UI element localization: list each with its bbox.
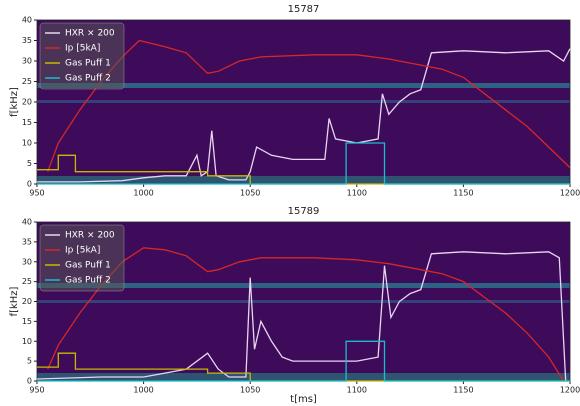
series-line — [37, 340, 570, 382]
legend-label: HXR × 200 — [65, 29, 115, 39]
series-line — [36, 251, 567, 382]
spectral-band — [37, 176, 570, 184]
y-tick-label: 0 — [27, 180, 32, 189]
x-tick-label: 1200 — [560, 189, 580, 198]
legend-label: Gas Puff 1 — [65, 59, 111, 69]
x-tick-label: 1200 — [560, 386, 580, 395]
chart-title: 15789 — [288, 206, 320, 217]
y-tick-label: 20 — [22, 98, 32, 107]
series-line — [37, 48, 571, 183]
series-line — [37, 154, 570, 185]
spectral-band — [37, 373, 570, 381]
legend-label: Gas Puff 1 — [65, 261, 111, 271]
y-tick-label: 30 — [22, 57, 32, 66]
x-tick-label: 1000 — [133, 189, 153, 198]
legend-label: Ip [5kA] — [65, 44, 100, 54]
y-axis-label: f[kHz] — [9, 87, 20, 117]
x-tick-label: 1050 — [240, 189, 260, 198]
spectral-band — [37, 300, 570, 303]
y-tick-label: 40 — [22, 16, 32, 25]
y-tick-label: 25 — [22, 77, 32, 86]
y-tick-label: 0 — [27, 377, 32, 386]
spectral-band — [37, 83, 570, 88]
spectral-band — [37, 100, 570, 103]
y-tick-label: 10 — [22, 337, 32, 346]
y-tick-label: 40 — [22, 218, 32, 227]
y-tick-label: 30 — [22, 257, 32, 266]
legend-box — [39, 224, 125, 292]
y-axis-label: f[kHz] — [9, 286, 20, 316]
y-tick-label: 25 — [22, 277, 32, 286]
series-line — [37, 142, 570, 185]
y-tick-label: 35 — [22, 36, 32, 45]
x-tick-label: 1100 — [347, 386, 367, 395]
legend-label: Gas Puff 2 — [65, 74, 111, 84]
y-tick-label: 5 — [27, 357, 32, 366]
legend-label: Gas Puff 2 — [65, 276, 111, 286]
y-tick-label: 10 — [22, 139, 32, 148]
y-tick-label: 15 — [22, 317, 32, 326]
x-tick-label: 1000 — [133, 386, 153, 395]
x-tick-label: 1100 — [347, 189, 367, 198]
x-axis-label: t[ms] — [290, 394, 317, 405]
spectrogram-bg — [37, 20, 570, 381]
y-tick-label: 15 — [22, 118, 32, 127]
x-tick-label: 1050 — [240, 386, 260, 395]
legend-label: Ip [5kA] — [65, 246, 100, 256]
y-tick-label: 20 — [22, 297, 32, 306]
x-tick-label: 1150 — [453, 386, 473, 395]
x-tick-label: 1150 — [453, 189, 473, 198]
series-line — [37, 352, 570, 382]
x-tick-label: 950 — [29, 386, 44, 395]
spectral-band — [37, 283, 570, 288]
chart-title: 15787 — [288, 4, 320, 15]
y-tick-label: 35 — [22, 237, 32, 246]
legend-box — [39, 22, 125, 90]
legend-label: HXR × 200 — [65, 231, 115, 241]
x-tick-label: 950 — [29, 189, 44, 198]
y-tick-label: 5 — [27, 159, 32, 168]
